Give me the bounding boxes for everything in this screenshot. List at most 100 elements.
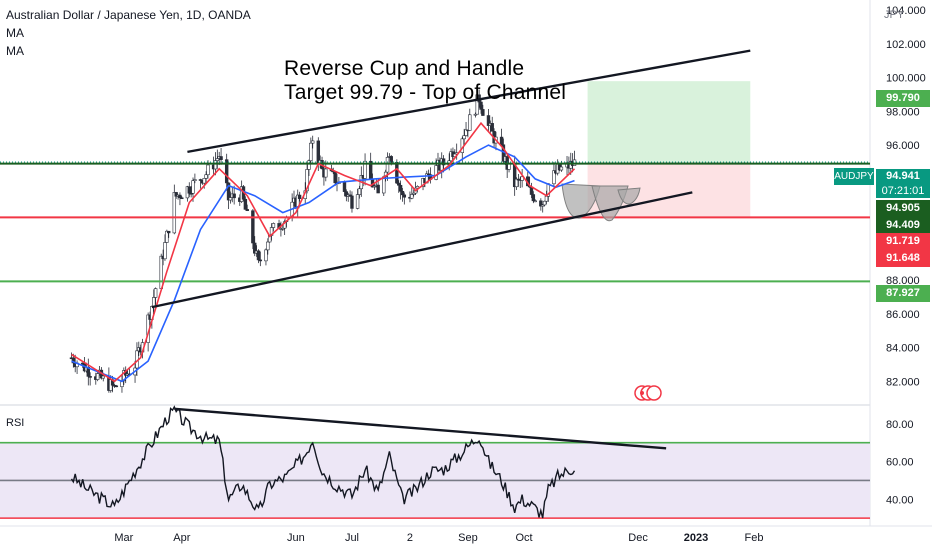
candle-body [204,174,208,179]
candle-body [202,177,206,184]
symbol-tag: AUDJPY [834,168,874,185]
indicator-ma-1[interactable]: MA [6,26,24,40]
candle-body [256,250,261,261]
candle-body [271,223,276,228]
candle-body [264,249,268,262]
candle-body [372,185,377,188]
candle-body [559,166,564,171]
profit-zone [587,81,751,163]
candle-body [266,241,270,251]
time-tick-6: Oct [515,532,532,544]
candle-body [357,188,362,195]
price-tick-0: 82.000 [886,376,920,388]
candle-body [533,200,537,203]
candle-body [187,186,191,194]
candle-body [191,180,195,194]
candle-body [174,192,178,197]
price-tag-support: 94.905 [876,200,930,217]
annotation-title: Reverse Cup and Handle [284,57,525,80]
candle-body [309,142,313,162]
candle-body [350,195,354,209]
price-tick-3: 88.000 [886,275,920,287]
candle-body [310,140,315,144]
candle-body [552,170,556,185]
candle-body [499,136,504,146]
candle-body [219,156,223,160]
price-tag-current: 94.941 [876,169,930,184]
price-tag-stop-2: 91.648 [876,250,930,267]
candle-body [180,197,184,200]
candle-body [415,186,420,189]
candle-body [400,190,405,196]
candle-body [398,184,403,192]
candle-body [167,230,171,234]
rsi-tick-0: 40.00 [886,494,914,506]
candle-body [473,113,478,116]
cup-handle-shape [617,187,641,205]
candle-body [95,373,100,380]
candle-body [193,179,197,181]
candle-body [342,181,347,192]
candle-body [479,101,483,110]
candle-body [344,191,349,197]
candle-body [410,194,414,199]
candle-body [402,194,407,198]
candle-body [253,242,257,254]
price-tick-11: 104.000 [886,5,926,17]
candle-body [324,168,328,178]
candle-body [101,375,105,379]
candle-body [376,184,380,194]
price-tick-7: 96.000 [886,140,920,152]
rsi-line [70,405,576,519]
time-tick-3: Jul [345,532,359,544]
candle-body [355,194,360,209]
candle-body [426,173,431,176]
candle-body [481,109,485,116]
candle-body [395,162,399,184]
candle-body [520,176,524,181]
price-tag-stop: 91.719 [876,233,930,250]
ma-fast-line [71,121,576,383]
time-tick-8: 2023 [684,532,708,544]
ma-slow-line [71,144,575,383]
candle-body [531,194,536,202]
rsi-label[interactable]: RSI [6,417,25,429]
candle-body [159,255,163,289]
indicator-ma-2[interactable]: MA [6,44,24,58]
time-tick-4: 2 [407,532,413,544]
price-tick-2: 86.000 [886,309,920,321]
candle-body [305,169,309,192]
symbol-title[interactable]: Australian Dollar / Japanese Yen, 1D, OA… [6,8,251,22]
candle-body [468,114,472,131]
candle-body [258,259,263,262]
channel-lower-line [151,191,693,309]
candle-body [232,193,236,199]
currency-label: JPY [884,9,905,21]
price-tag-countdown: 07:21:01 [876,184,930,198]
candle-body [206,164,210,176]
candle-body [152,297,156,307]
candle-body [163,242,167,260]
candle-body [226,182,231,201]
candle-body [153,288,158,298]
event-icon-dot [640,391,644,395]
candle-body [389,156,393,163]
rsi-divergence-line [174,407,667,450]
price-tick-10: 102.000 [886,39,926,51]
candle-body [486,115,491,126]
price-tag-ma: 94.409 [876,217,930,234]
rsi-tick-1: 60.00 [886,457,914,469]
price-tick-1: 84.000 [886,343,920,355]
candle-body [462,135,466,140]
candle-body [114,385,119,388]
channel-upper-line [187,49,751,154]
candle-body [514,178,519,188]
candle-body [189,192,193,195]
candle-body [213,160,218,170]
candle-body [307,160,311,170]
annotation-target: Target 99.79 - Top of Channel [284,81,567,104]
rsi-tick-2: 80.00 [886,419,914,431]
candle-body [88,376,92,378]
candle-body [172,192,177,234]
